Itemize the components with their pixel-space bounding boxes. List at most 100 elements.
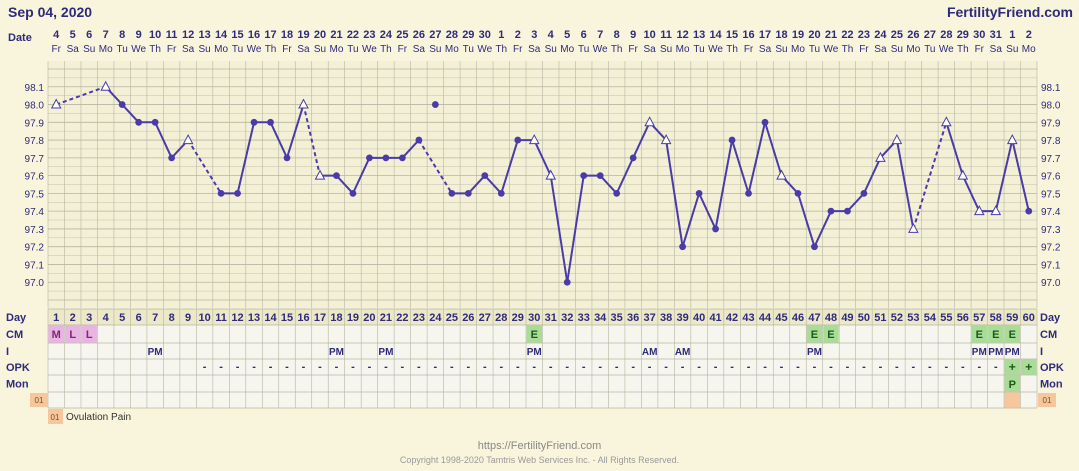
temp-point-open [776,169,787,180]
opk-negative: - [417,361,421,373]
cm-cell [526,325,542,343]
temp-line [764,122,783,176]
date-label: 16 [742,29,754,41]
weekday-label: Mo [214,44,228,55]
weekday-label: Mo [330,44,344,55]
day-number: 22 [396,312,408,324]
footer-copyright: Copyright 1998-2020 Tamtris Web Services… [399,455,680,465]
opk-positive-cell [1021,359,1037,375]
date-label: 26 [907,29,919,41]
date-label: 14 [709,29,722,41]
temp-point [844,207,851,215]
opk-negative: - [335,361,339,373]
intercourse-value: PM [527,347,542,358]
brand-name[interactable]: FertilityFriend.com [946,4,1073,20]
code-box-right [1038,393,1056,407]
weekday-label: Sa [297,44,310,55]
cm-cell [48,325,64,343]
temp-point [135,118,143,126]
weekday-label: Tu [232,44,243,55]
day-number: 44 [759,312,772,324]
opk-negative: - [895,361,899,373]
temp-point-open [891,134,903,145]
day-number: 25 [446,312,458,324]
temp-point [464,189,472,197]
opk-negative: - [565,361,569,373]
opk-negative: - [368,361,372,373]
weekday-label: Mo [99,44,113,55]
weekday-label: Fr [628,44,638,55]
day-number: 29 [512,312,524,324]
temp-point [1025,207,1033,215]
weekday-label: Tu [463,44,474,55]
bbt-chart: 98.1 98.1 98.0 98.0 97.9 97.9 97.8 97.8 97.7 97.7… [6,29,1064,424]
temp-point-open [941,116,952,127]
day-number: 48 [825,312,837,324]
weekday-label: Sa [413,44,426,55]
date-label: 8 [119,29,125,41]
y-tick-label-right: 97.4 [1041,207,1061,218]
temp-point-open [182,134,194,145]
temp-point [382,154,390,162]
day-number: 10 [198,312,210,324]
date-label: 12 [676,29,688,41]
weekday-label: Th [726,44,738,55]
opk-negative: - [434,361,438,373]
y-tick-label-right: 97.0 [1041,278,1061,289]
temp-line [698,192,717,230]
opk-negative: - [516,361,520,373]
temp-point [415,136,423,144]
weekday-label: Tu [578,44,589,55]
temp-line [994,139,1014,212]
temp-point [349,189,357,197]
day-number: 15 [281,312,293,324]
date-label: 27 [924,29,936,41]
weekday-label: Sa [67,44,80,55]
y-tick-label-right: 97.1 [1041,260,1061,271]
opk-negative: - [879,361,883,373]
opk-negative: - [961,361,965,373]
temp-line [681,193,701,247]
y-tick-label-right: 97.7 [1041,154,1061,165]
weekday-label: Mo [791,44,805,55]
opk-negative: - [450,361,454,373]
cm-cell [971,325,988,343]
temp-line [615,157,635,194]
intercourse-row-label-left: I [6,346,9,358]
date-label: 23 [363,29,375,41]
date-label: 6 [581,29,587,41]
day-number: 21 [380,312,392,324]
weekday-label: Th [265,44,277,55]
temp-point [860,189,868,197]
cm-row-label-right: CM [1040,329,1057,341]
opk-positive: + [1009,360,1016,374]
intercourse-value: PM [988,347,1003,358]
temp-point [745,189,752,197]
temp-point [629,154,637,162]
y-tick-label-left: 97.7 [25,154,45,165]
temp-line [797,193,816,247]
date-label: 20 [808,29,820,41]
temp-point [563,278,571,286]
day-number: 16 [297,312,309,324]
temp-point [431,101,439,108]
day-number: 34 [594,312,607,324]
weekday-label: Mo [445,44,459,55]
date-label: 11 [660,29,672,41]
weekday-label: We [362,44,377,55]
weekday-label: Sa [990,44,1003,55]
code-label-right: 01 [1043,396,1052,405]
footer-url[interactable]: https://FertilityFriend.com [477,440,602,452]
weekday-label: We [939,44,954,55]
temp-point [497,189,505,197]
weekday-label: Sa [182,44,195,55]
day-number: 51 [874,312,886,324]
cm-value: E [976,329,983,341]
opk-negative: - [912,361,916,373]
day-number: 60 [1023,312,1035,324]
temp-line [549,175,569,283]
weekday-label: We [824,44,839,55]
temp-line [747,122,766,194]
temp-point-open [908,222,919,233]
monitor-row-label-left: Mon [6,379,29,391]
